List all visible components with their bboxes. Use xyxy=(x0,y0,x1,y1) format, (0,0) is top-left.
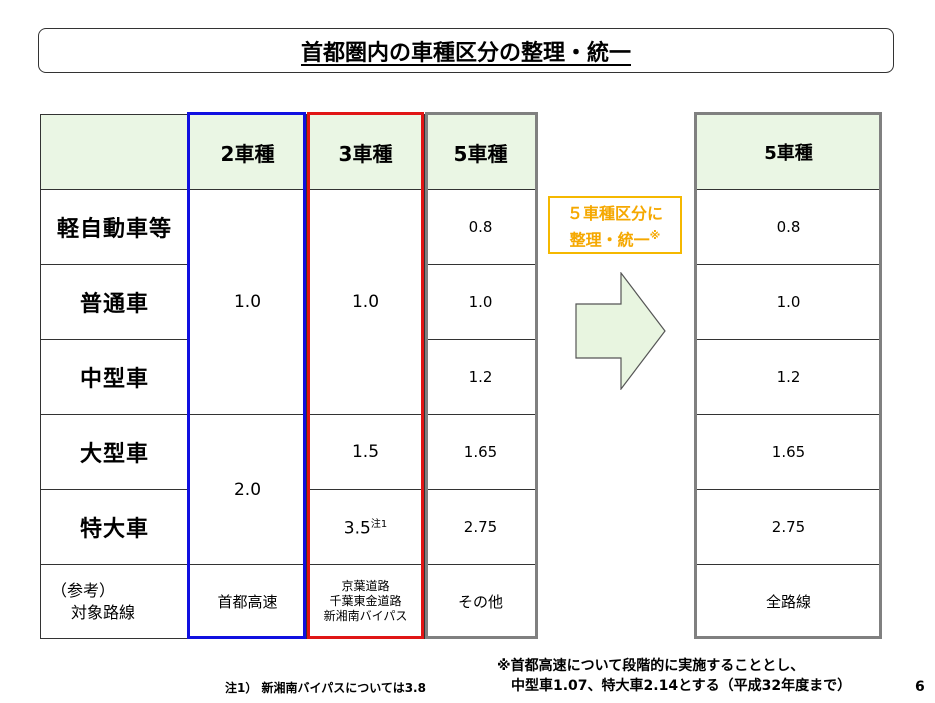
right-value-extra-large: 2.75 xyxy=(696,489,881,565)
col3-route-line: 新湘南バイパス xyxy=(323,609,408,623)
col3-route-line: 千葉東金道路 xyxy=(329,594,402,608)
left-table: 2車種 3車種 5車種 軽自動車等 1.0 1.0 0.8 普通車 1.0 中型… xyxy=(40,114,537,639)
header-2-types: 2車種 xyxy=(188,114,307,190)
col5-route: その他 xyxy=(424,564,537,639)
col3-xl-cell: 3.5注1 xyxy=(306,489,425,565)
row-label-standard: 普通車 xyxy=(40,264,189,340)
row-label-light: 軽自動車等 xyxy=(40,189,189,265)
col5-value-extra-large: 2.75 xyxy=(424,489,537,565)
col2-route: 首都高速 xyxy=(188,564,307,639)
col3-xl-value: 3.5 xyxy=(343,518,371,539)
row-label-large: 大型車 xyxy=(40,414,189,490)
page-title: 首都圏内の車種区分の整理・統一 xyxy=(300,40,631,66)
right-value-light: 0.8 xyxy=(696,189,881,265)
footnote-left: 注1） 新湘南バイパスについては3.8 xyxy=(225,681,426,695)
col3-route-cell: 京葉道路 千葉東金道路 新湘南バイパス xyxy=(306,564,425,639)
right-header: 5車種 xyxy=(696,114,881,190)
col3-route-line: 京葉道路 xyxy=(341,579,390,593)
col3-xl-note: 注1 xyxy=(370,519,388,531)
col2-light-value: 1.0 xyxy=(188,189,307,415)
header-3-types: 3車種 xyxy=(306,114,425,190)
col5-value-large: 1.65 xyxy=(424,414,537,490)
right-value-medium: 1.2 xyxy=(696,339,881,415)
callout-box: ５車種区分に 整理・統一※ xyxy=(548,196,682,254)
col3-large-value: 1.5 xyxy=(306,414,425,490)
callout-mark: ※ xyxy=(649,229,661,242)
right-route: 全路線 xyxy=(696,564,881,639)
right-value-large: 1.65 xyxy=(696,414,881,490)
row-label-medium: 中型車 xyxy=(40,339,189,415)
title-box: 首都圏内の車種区分の整理・統一 xyxy=(38,28,894,73)
callout-line2-wrap: 整理・統一※ xyxy=(550,225,680,251)
footnote-right-line2: 中型車1.07、特大車2.14とする（平成32年度まで） xyxy=(511,678,852,694)
header-5-types: 5車種 xyxy=(424,114,537,190)
footnote-right-line1: ※首都高速について段階的に実施することとし、 xyxy=(497,658,805,674)
ref-label-cell: （参考） 対象路線 xyxy=(40,564,189,639)
ref-label-line2: 対象路線 xyxy=(71,602,136,622)
callout-line2: 整理・統一 xyxy=(569,230,650,250)
col5-value-medium: 1.2 xyxy=(424,339,537,415)
header-blank xyxy=(40,114,189,190)
footnote-right: ※首都高速について段階的に実施することとし、 中型車1.07、特大車2.14とす… xyxy=(497,656,851,696)
col2-heavy-value: 2.0 xyxy=(188,414,307,565)
col3-light-value: 1.0 xyxy=(306,189,425,415)
col5-value-standard: 1.0 xyxy=(424,264,537,340)
row-label-extra-large: 特大車 xyxy=(40,489,189,565)
right-arrow-icon xyxy=(575,272,666,390)
ref-label-line1: （参考） xyxy=(51,580,116,600)
callout-line1: ５車種区分に xyxy=(566,204,663,223)
right-value-standard: 1.0 xyxy=(696,264,881,340)
page-number: 6 xyxy=(915,679,925,695)
right-table: 5車種 0.8 1.0 1.2 1.65 2.75 全路線 xyxy=(696,114,881,639)
col5-value-light: 0.8 xyxy=(424,189,537,265)
